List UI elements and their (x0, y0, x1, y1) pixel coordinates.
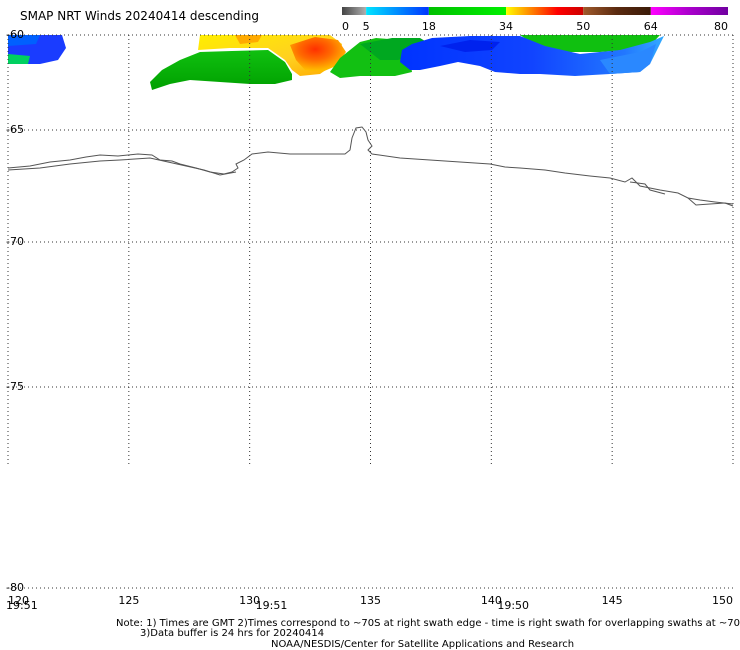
colorbar-segment (342, 7, 367, 15)
footnote-line-2: 3)Data buffer is 24 hrs for 20240414 (140, 628, 324, 639)
longitude-label: 145 (602, 594, 623, 607)
wind-swath-patch (150, 50, 292, 90)
colorbar-segment (366, 7, 429, 15)
colorbar-segment (506, 7, 584, 15)
swath-time-label: 19:51 (6, 599, 38, 612)
wind-swath-patch (8, 35, 40, 46)
longitude-label: 140 (481, 594, 502, 607)
wind-swath-data (8, 35, 664, 90)
swath-time-label: 19:50 (497, 599, 529, 612)
antarctic-coastline (7, 126, 734, 205)
longitude-label: 125 (118, 594, 139, 607)
colorbar-segment (650, 7, 728, 15)
colorbar-tick-label: 18 (422, 20, 436, 33)
footnote-line-1: Note: 1) Times are GMT 2)Times correspon… (116, 618, 740, 629)
longitude-label: 135 (360, 594, 381, 607)
antarctic-coastline (629, 181, 666, 195)
antarctic-coastline (7, 157, 237, 176)
colorbar-tick-label: 5 (363, 20, 370, 33)
colorbar-tick-label: 0 (342, 20, 349, 33)
wind-swath-patch (8, 54, 30, 64)
colorbar-tick-label: 34 (499, 20, 513, 33)
colorbar: 0 5 18 34 50 64 80 (342, 7, 728, 33)
wind-swath-patch (290, 37, 346, 72)
latitude-label: -70 (6, 235, 24, 248)
colorbar-tick-label: 80 (714, 20, 728, 33)
map-grid (7, 34, 734, 589)
swath-time-label: 19:51 (256, 599, 288, 612)
wind-swath-patch (600, 44, 656, 74)
colorbar-segment (583, 7, 651, 15)
wind-swath-patch (235, 35, 262, 44)
longitude-label: 120 (8, 594, 29, 607)
latitude-label: -75 (6, 380, 24, 393)
colorbar-tick-label: 50 (576, 20, 590, 33)
credit-line: NOAA/NESDIS/Center for Satellite Applica… (271, 639, 574, 650)
colorbar-tick-label: 64 (644, 20, 658, 33)
longitude-label: 130 (239, 594, 260, 607)
colorbar-segment (428, 7, 507, 15)
longitude-label: 150 (712, 594, 733, 607)
wind-swath-patch (520, 35, 660, 52)
latitude-label: -60 (6, 28, 24, 41)
map-title: SMAP NRT Winds 20240414 descending (20, 9, 259, 23)
latitude-label: -65 (6, 123, 24, 136)
wind-swath-patch (440, 40, 500, 52)
latitude-label: -80 (6, 581, 24, 594)
antarctic-coastline (687, 197, 734, 207)
